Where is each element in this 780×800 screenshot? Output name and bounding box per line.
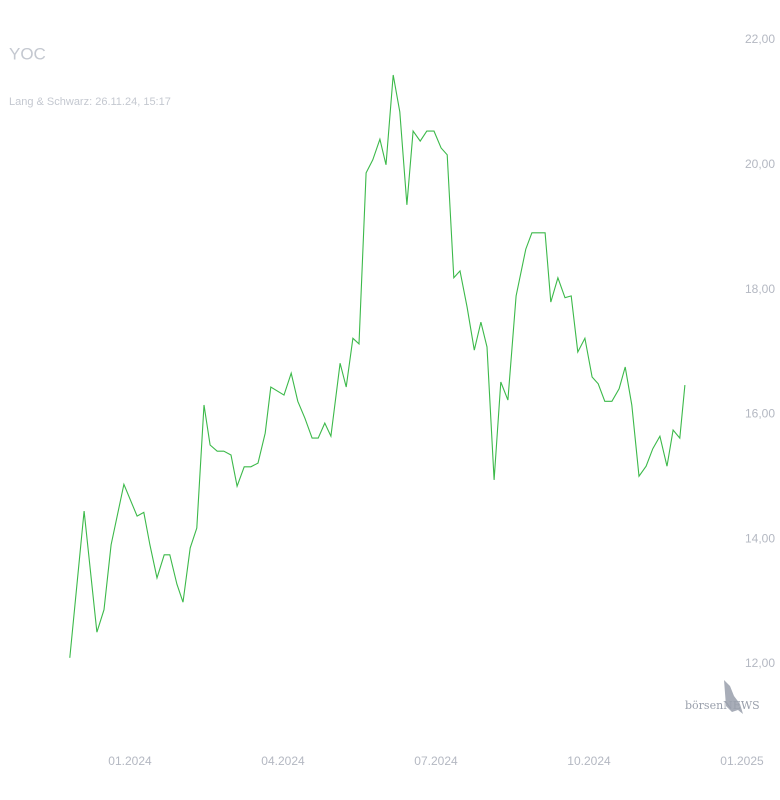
y-tick-label: 14,00 <box>745 531 775 545</box>
logo-icon <box>724 680 743 714</box>
x-tick-label: 01.2025 <box>720 754 764 768</box>
y-tick-label: 16,00 <box>745 407 775 421</box>
x-tick-label: 01.2024 <box>108 754 152 768</box>
x-tick-label: 10.2024 <box>567 754 611 768</box>
x-tick-label: 07.2024 <box>414 754 458 768</box>
logo: börsenNEWS <box>685 680 760 714</box>
price-line <box>69 74 686 658</box>
logo-text: börsenNEWS <box>685 699 760 712</box>
y-tick-label: 12,00 <box>745 656 775 670</box>
y-tick-label: 18,00 <box>745 282 775 296</box>
x-tick-label: 04.2024 <box>261 754 305 768</box>
chart-subtitle: Lang & Schwarz: 26.11.24, 15:17 <box>9 96 171 108</box>
y-tick-label: 20,00 <box>745 157 775 171</box>
y-tick-label: 22,00 <box>745 32 775 46</box>
chart-title: YOC <box>9 44 46 63</box>
